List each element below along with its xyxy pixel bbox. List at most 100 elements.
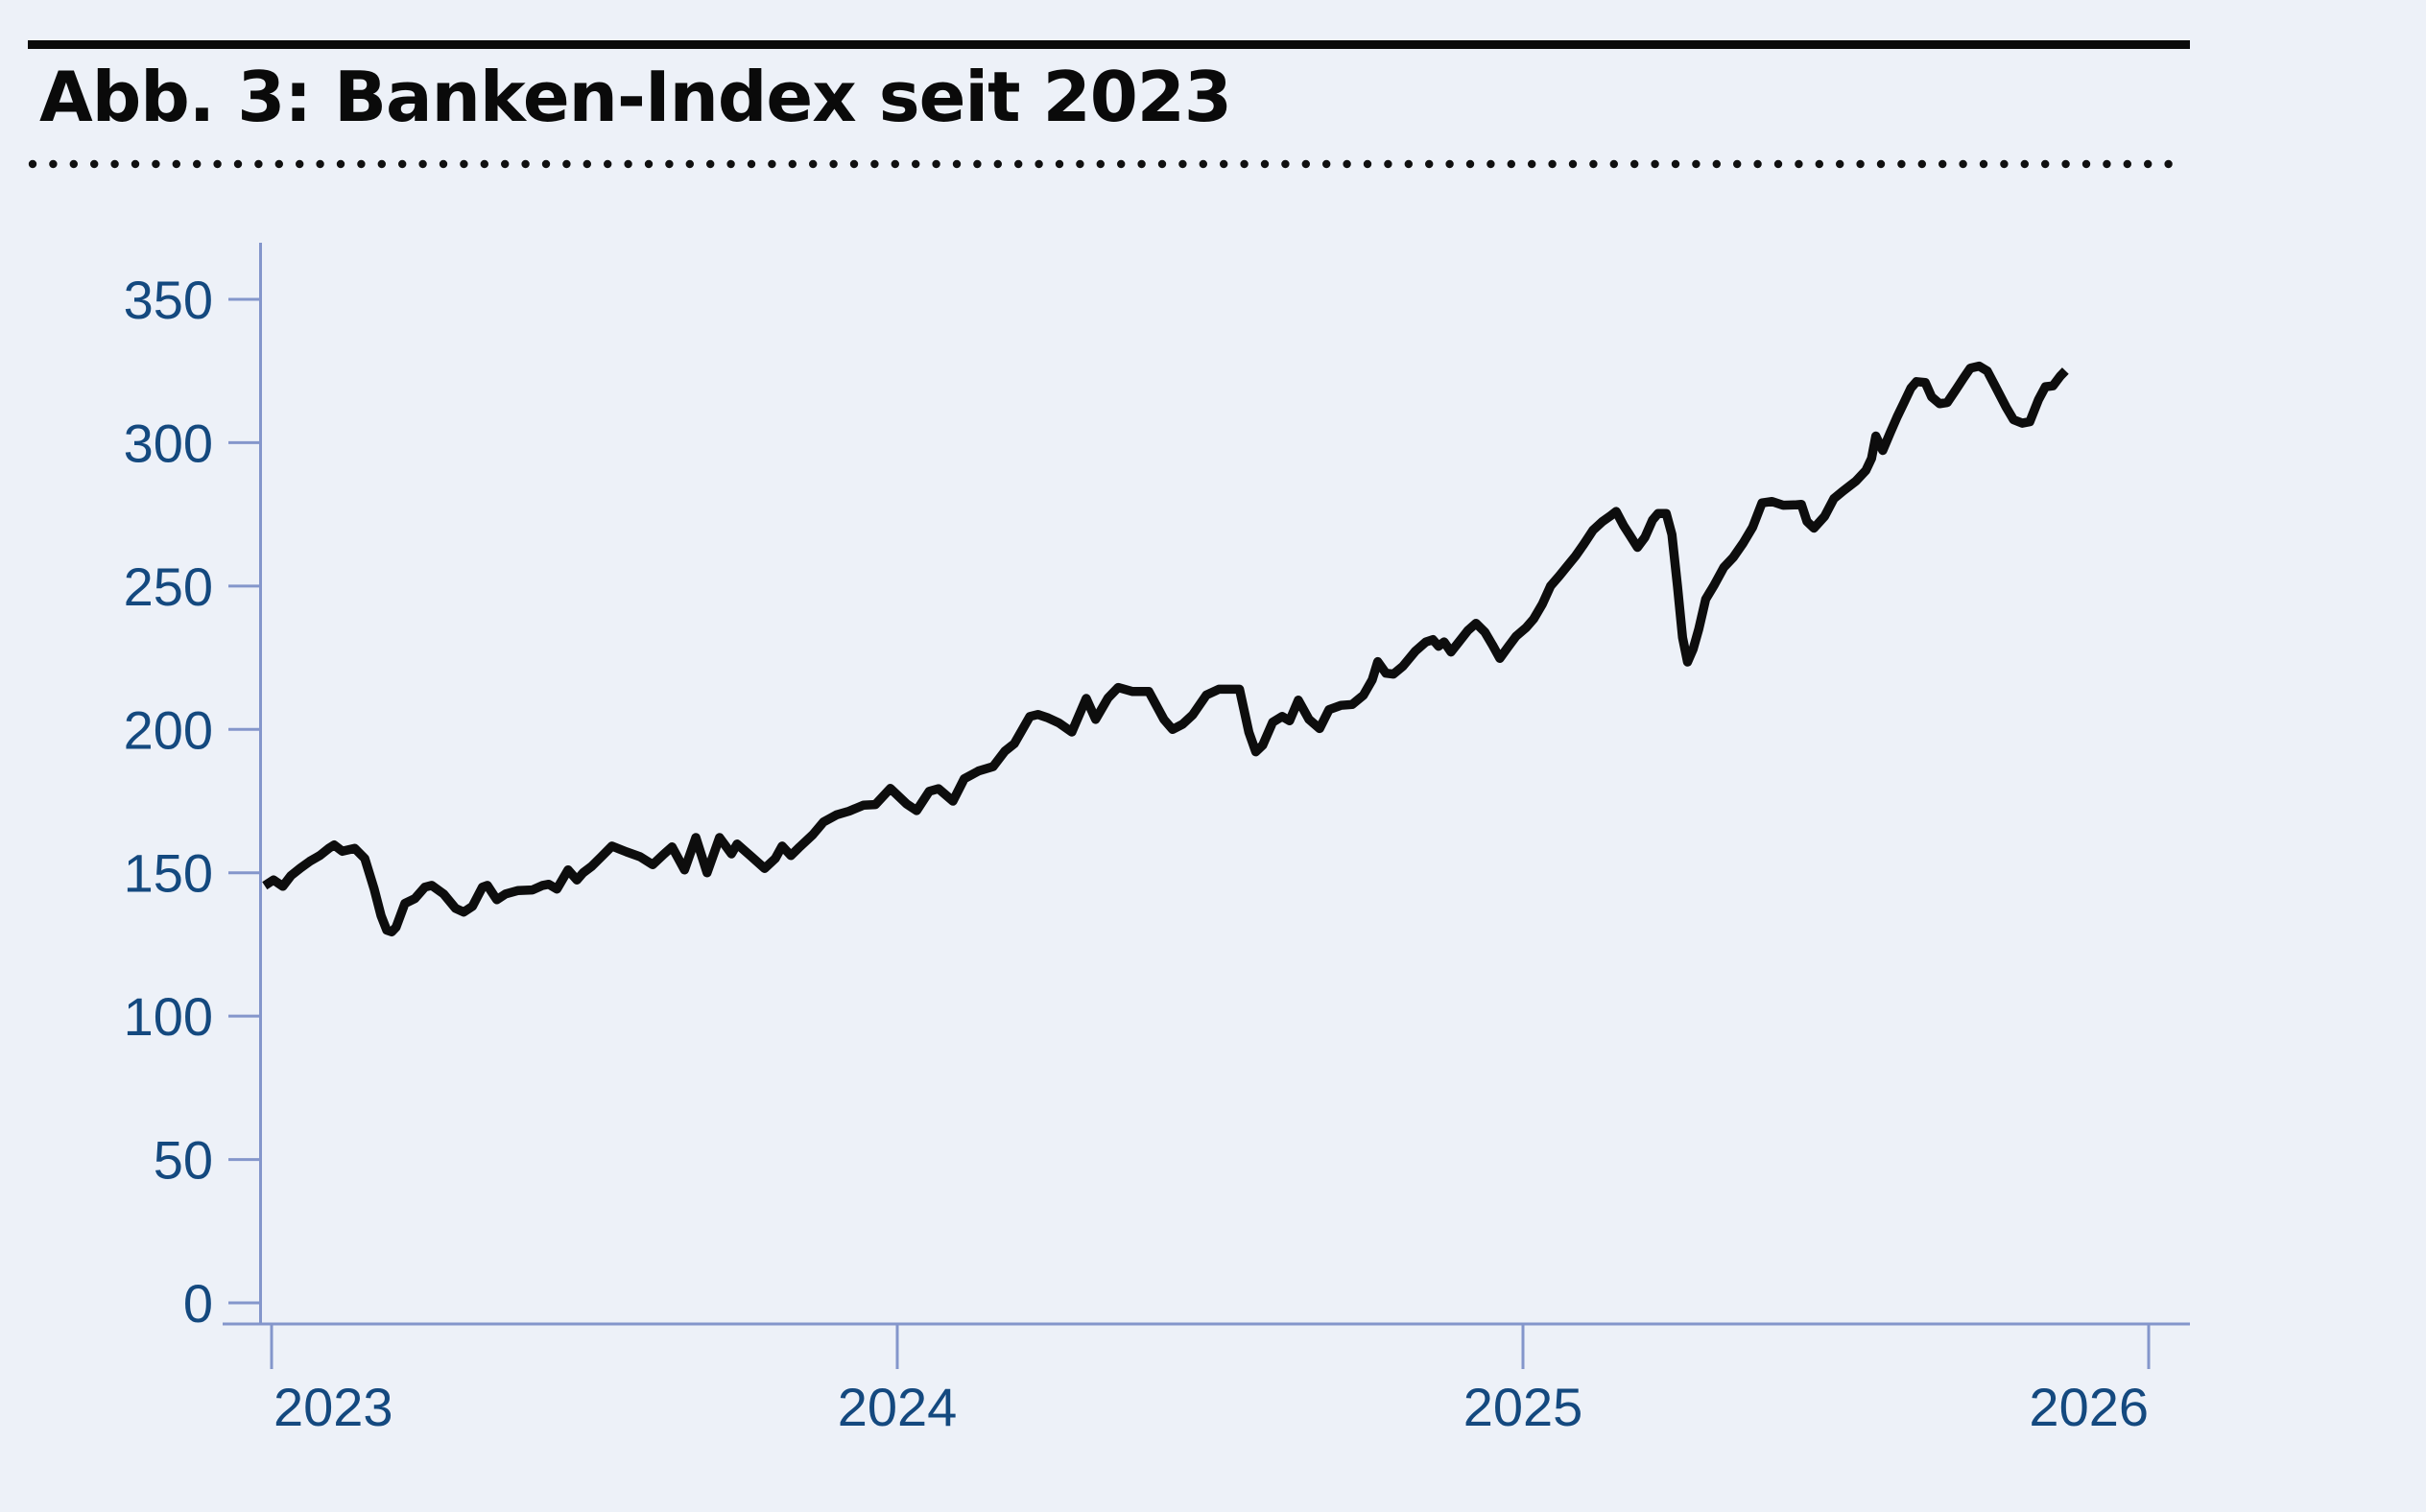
y-tick-label: 300 <box>124 413 213 473</box>
rule-dot <box>1795 159 1803 169</box>
rule-dot <box>1938 159 1947 169</box>
rule-dot <box>1117 159 1126 169</box>
rule-dot <box>131 159 140 169</box>
rule-dot <box>726 159 735 169</box>
rule-dot <box>644 159 654 169</box>
rule-dot <box>1425 159 1434 169</box>
rule-dot <box>1568 159 1578 169</box>
rule-dot <box>1487 159 1495 169</box>
y-tick-label: 200 <box>124 699 213 760</box>
rule-dot <box>1384 159 1392 169</box>
rule-dot <box>788 159 797 169</box>
rule-dot <box>1076 159 1084 169</box>
rule-dot <box>1199 159 1208 169</box>
rule-dot <box>1055 159 1064 169</box>
y-tick-label: 350 <box>124 270 213 330</box>
rule-dot <box>254 159 263 169</box>
rule-dot <box>1301 159 1311 169</box>
rule-dot <box>1651 159 1659 169</box>
rule-dot <box>418 159 427 169</box>
rule-dot <box>152 159 160 169</box>
rule-dot <box>541 159 551 169</box>
rule-dot <box>2164 159 2173 169</box>
rule-dot <box>2020 159 2029 169</box>
rule-dot <box>1609 159 1619 169</box>
rule-dot <box>1897 159 1906 169</box>
rule-dot <box>829 159 838 169</box>
rule-dot <box>912 159 920 169</box>
rule-dot <box>501 159 510 169</box>
rule-dot <box>932 159 940 169</box>
y-tick-label: 150 <box>124 843 213 904</box>
rule-dot <box>460 159 468 169</box>
rule-dot <box>377 159 386 169</box>
rule-dot <box>1322 159 1331 169</box>
rule-dot <box>1753 159 1762 169</box>
rule-dot <box>1507 159 1516 169</box>
rule-dot <box>480 159 488 169</box>
rule-dot <box>28 159 37 169</box>
x-tick-label: 2024 <box>838 1377 958 1437</box>
rule-dot <box>1979 159 1988 169</box>
rule-dot <box>870 159 879 169</box>
series-line <box>262 361 2069 937</box>
rule-dot <box>2123 159 2131 169</box>
rule-dot <box>316 159 324 169</box>
y-tick-label: 250 <box>124 556 213 617</box>
rule-dot <box>172 159 180 169</box>
rule-dot <box>604 159 612 169</box>
y-tick-label: 50 <box>154 1130 213 1191</box>
rule-dot <box>1014 159 1023 169</box>
rule-dot <box>439 159 448 169</box>
rule-dot <box>1671 159 1680 169</box>
rule-dot <box>296 159 304 169</box>
rule-dot <box>1096 159 1106 169</box>
rule-dot <box>747 159 756 169</box>
rule-dot <box>1137 159 1146 169</box>
x-tick-label: 2025 <box>1463 1377 1583 1437</box>
x-tick-label: 2026 <box>2029 1377 2149 1437</box>
rule-dot <box>69 159 79 169</box>
rule-dot <box>2103 159 2111 169</box>
y-tick-label: 0 <box>183 1273 213 1334</box>
rule-dot <box>1157 159 1167 169</box>
rule-dot <box>274 159 283 169</box>
rule-dot <box>1260 159 1270 169</box>
rule-dot <box>1589 159 1598 169</box>
x-tick-label: 2023 <box>274 1377 393 1437</box>
rule-dot <box>2000 159 2009 169</box>
rule-dot <box>1281 159 1290 169</box>
rule-dot <box>233 159 243 169</box>
rule-dot <box>193 159 202 169</box>
rule-dot <box>213 159 222 169</box>
rule-dot <box>2144 159 2152 169</box>
rule-dot <box>973 159 982 169</box>
rule-dot <box>1959 159 1967 169</box>
rule-dot <box>891 159 899 169</box>
rule-dot <box>952 159 962 169</box>
rule-dot <box>1035 159 1043 169</box>
rule-dot <box>90 159 99 169</box>
rule-dot <box>1220 159 1228 169</box>
rule-dot <box>2041 159 2050 169</box>
rule-dot <box>1815 159 1824 169</box>
rule-dot <box>1876 159 1886 169</box>
rule-dot <box>685 159 694 169</box>
rule-dot <box>1465 159 1475 169</box>
rule-dot <box>2081 159 2091 169</box>
rule-dot <box>1712 159 1722 169</box>
rule-dot <box>562 159 571 169</box>
rule-dot <box>521 159 530 169</box>
rule-dot <box>1528 159 1536 169</box>
rule-dot <box>1630 159 1639 169</box>
rule-dot <box>110 159 119 169</box>
rule-dot <box>1363 159 1372 169</box>
rule-dot <box>1445 159 1454 169</box>
rule-dot <box>809 159 818 169</box>
y-tick-label: 100 <box>124 986 213 1047</box>
rule-dot <box>1404 159 1414 169</box>
rule-dot <box>706 159 715 169</box>
rule-dot <box>1917 159 1927 169</box>
rule-dot <box>357 159 366 169</box>
